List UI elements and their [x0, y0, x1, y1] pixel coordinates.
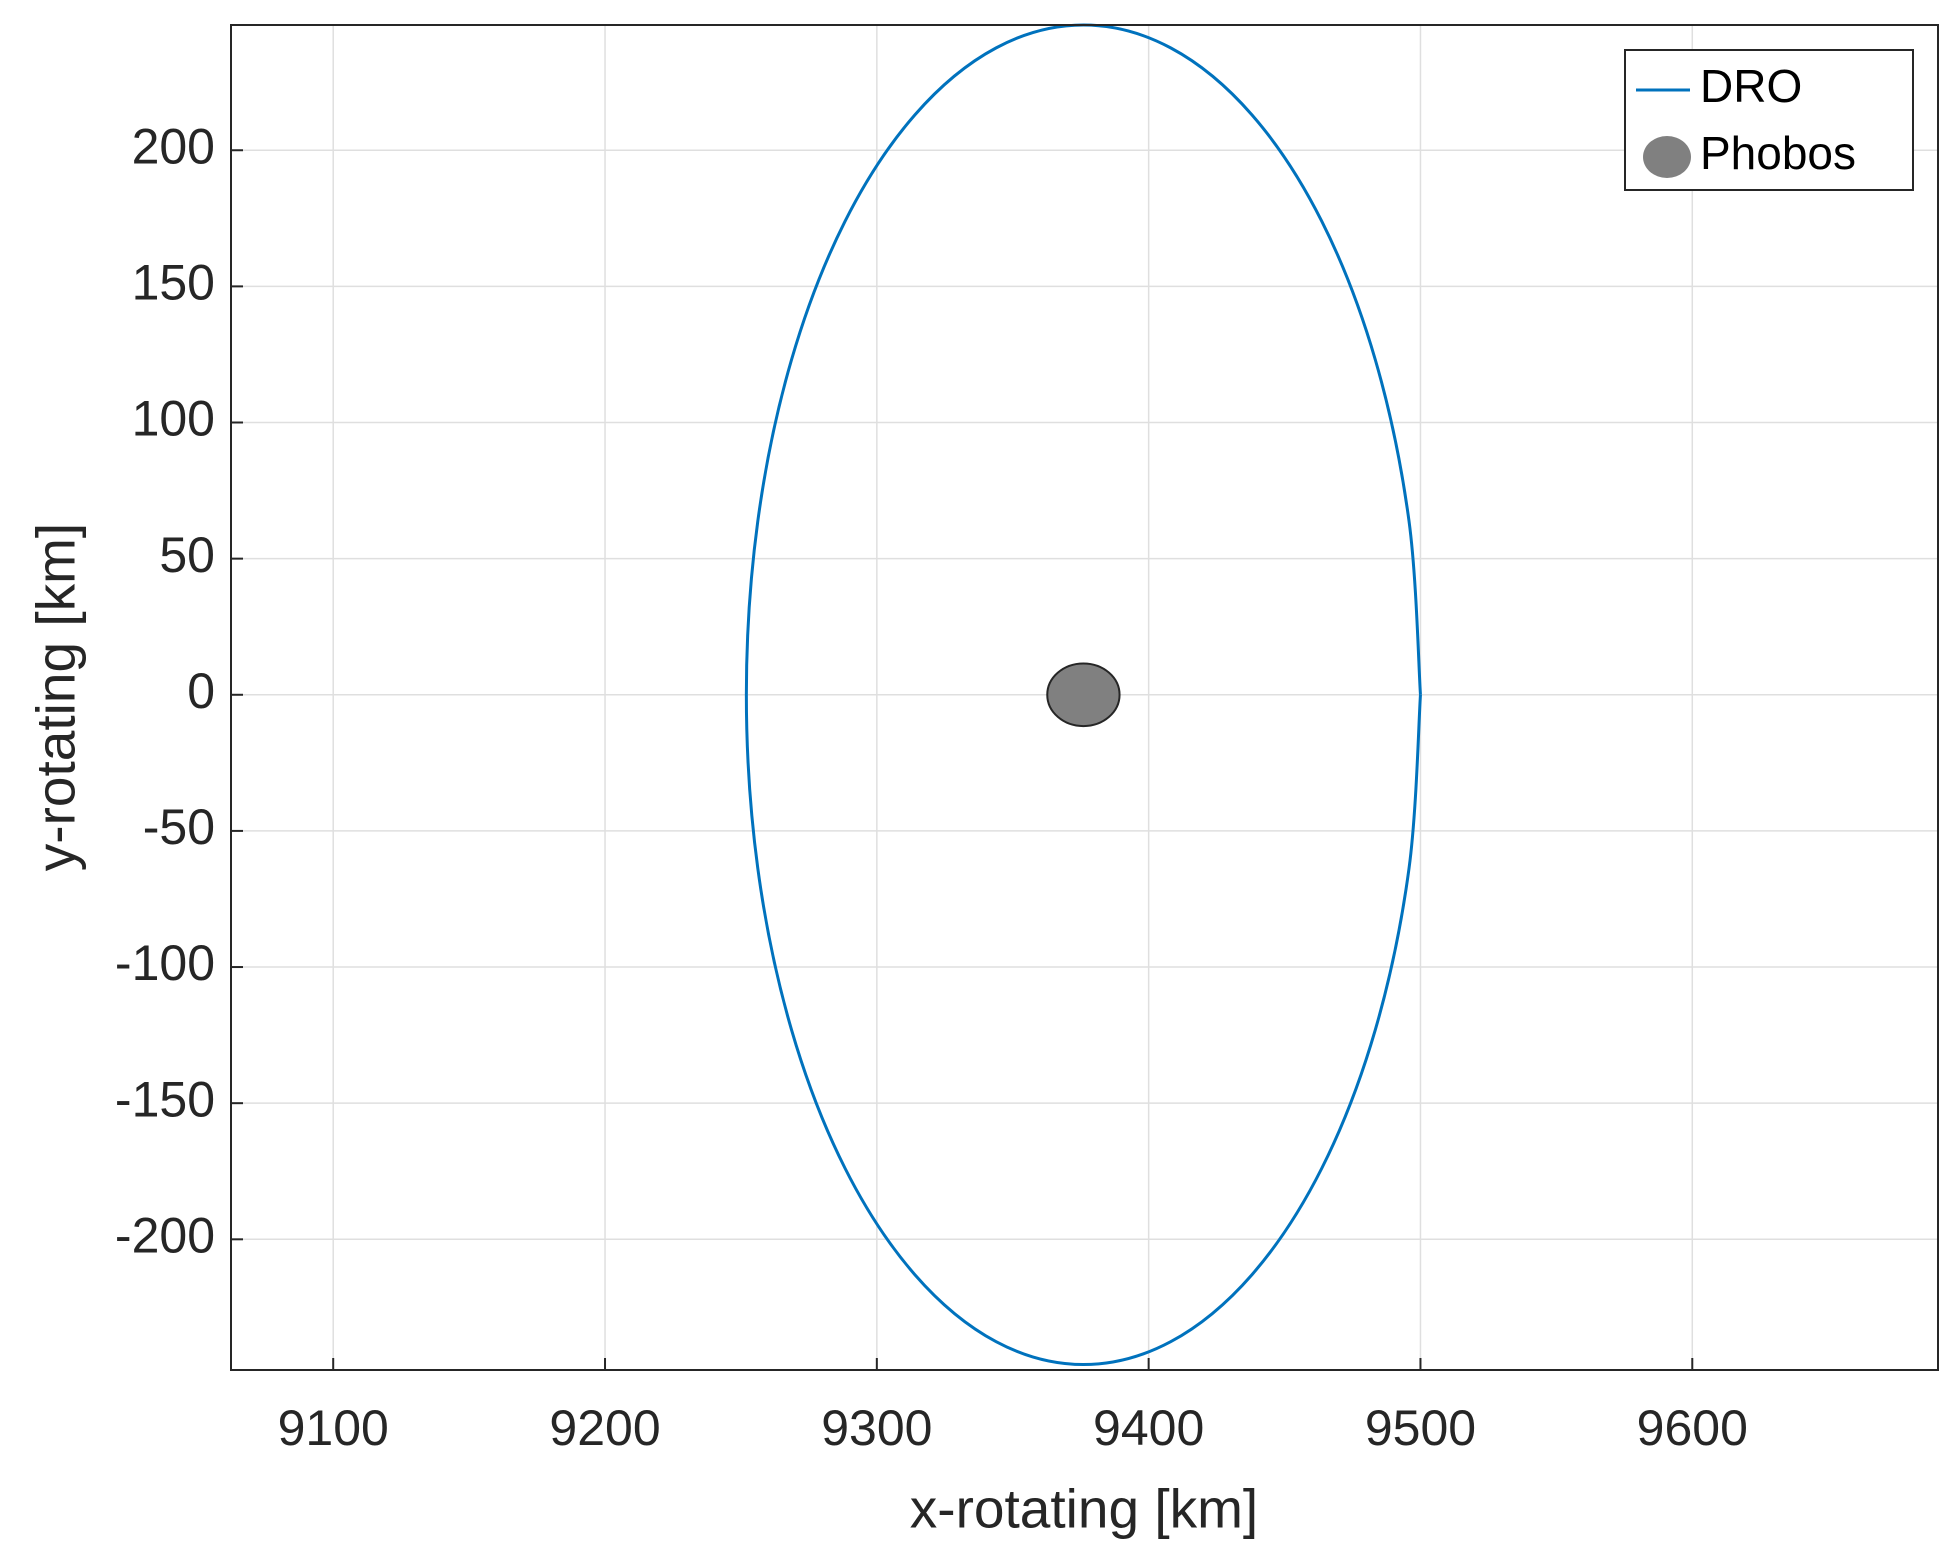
x-tick-label: 9200	[549, 1400, 660, 1456]
y-tick-label: -100	[115, 935, 215, 991]
x-tick-label: 9300	[821, 1400, 932, 1456]
y-tick-label: -200	[115, 1208, 215, 1264]
y-tick-label: 50	[159, 527, 215, 583]
x-tick-label: 9100	[278, 1400, 389, 1456]
x-tick-label: 9400	[1093, 1400, 1204, 1456]
y-tick-label: -50	[143, 799, 215, 855]
legend-label: DRO	[1700, 60, 1802, 112]
legend-swatch	[1643, 136, 1691, 178]
x-tick-label: 9500	[1365, 1400, 1476, 1456]
y-axis-label: y-rotating [km]	[25, 523, 87, 871]
x-axis-label: x-rotating [km]	[910, 1478, 1258, 1540]
y-tick-label: 200	[132, 118, 215, 174]
y-tick-label: -150	[115, 1071, 215, 1127]
legend: DRO Phobos	[1624, 49, 1914, 191]
y-tick-label: 0	[187, 663, 215, 719]
y-tick-label: 100	[132, 391, 215, 447]
orbit-line	[744, 23, 1422, 1367]
y-tick-label: 150	[132, 255, 215, 311]
legend-label: Phobos	[1700, 127, 1856, 179]
axes-box	[230, 24, 1939, 1371]
body	[1046, 662, 1121, 728]
plot-area	[744, 23, 1422, 1367]
x-tick-label: 9600	[1637, 1400, 1748, 1456]
